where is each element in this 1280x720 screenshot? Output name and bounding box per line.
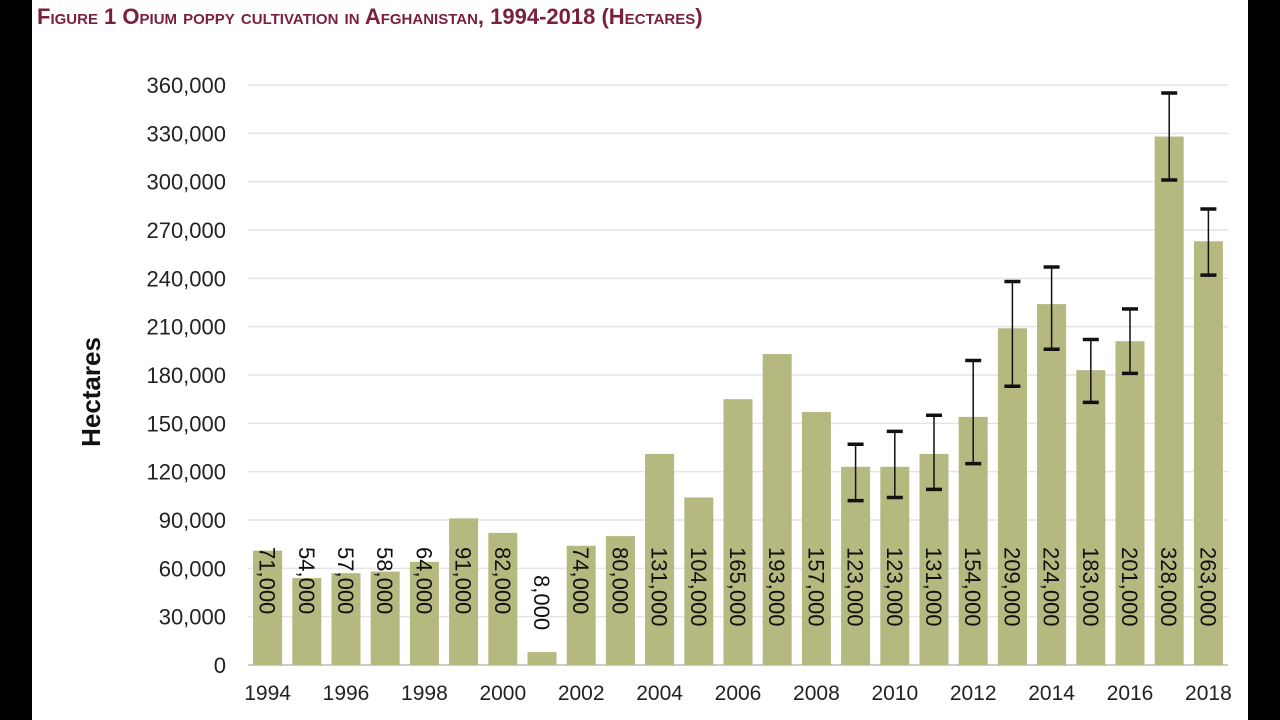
y-tick-label: 60,000: [159, 556, 226, 581]
bar-2016: [1115, 341, 1145, 665]
bar-1998: [409, 561, 439, 665]
bar-2015: [1076, 370, 1106, 665]
bar-1999: [449, 518, 479, 665]
y-tick-label: 150,000: [146, 411, 226, 436]
bar-2006: [723, 399, 753, 665]
x-tick-label: 2018: [1185, 682, 1232, 705]
data-label-2009: 123,000: [843, 547, 868, 627]
data-label-2017: 328,000: [1156, 547, 1181, 627]
data-label-2012: 154,000: [960, 547, 985, 627]
x-tick-label: 2016: [1107, 682, 1154, 705]
bar-1997: [370, 571, 400, 665]
y-axis-title: Hectares: [76, 337, 106, 447]
bar-2014: [1037, 304, 1067, 665]
y-tick-label: 180,000: [146, 363, 226, 388]
bar-2002: [566, 545, 596, 665]
data-label-1999: 91,000: [451, 547, 476, 614]
bar-2017: [1154, 136, 1184, 666]
data-label-2016: 201,000: [1117, 547, 1142, 627]
data-label-2010: 123,000: [882, 547, 907, 627]
data-label-1994: 71,000: [255, 547, 280, 614]
data-label-2018: 263,000: [1195, 547, 1220, 627]
x-tick-label: 2014: [1028, 682, 1075, 705]
x-tick-label: 1994: [244, 682, 291, 705]
y-tick-label: 90,000: [159, 508, 226, 533]
y-tick-label: 330,000: [146, 121, 226, 146]
data-label-2000: 82,000: [490, 547, 515, 614]
y-tick-label: 0: [214, 653, 226, 678]
y-tick-label: 270,000: [146, 218, 226, 243]
figure-title: Figure 1 Opium poppy cultivation in Afgh…: [37, 4, 703, 29]
x-tick-label: 2002: [558, 682, 605, 705]
bar-2005: [684, 497, 714, 665]
data-label-2013: 209,000: [999, 547, 1024, 627]
x-tick-label: 1996: [323, 682, 370, 705]
data-label-2003: 80,000: [607, 547, 632, 614]
y-tick-label: 360,000: [146, 73, 226, 98]
y-tick-label: 120,000: [146, 460, 226, 485]
bar-2007: [762, 354, 792, 665]
data-label-1998: 64,000: [411, 547, 436, 614]
data-label-2002: 74,000: [568, 547, 593, 614]
data-label-2011: 131,000: [921, 547, 946, 627]
data-label-2001: 8,000: [529, 575, 554, 630]
x-tick-label: 2010: [871, 682, 918, 705]
bar-2003: [605, 536, 635, 665]
bar-1996: [331, 573, 361, 665]
data-label-2015: 183,000: [1078, 547, 1103, 627]
bar-2004: [645, 453, 675, 665]
x-tick-label: 2004: [636, 682, 683, 705]
x-tick-label: 2000: [479, 682, 526, 705]
bar-2000: [488, 532, 518, 665]
data-label-2004: 131,000: [647, 547, 672, 627]
data-label-1997: 58,000: [372, 547, 397, 614]
data-label-2008: 157,000: [803, 547, 828, 627]
bar-1995: [292, 578, 322, 665]
data-label-2007: 193,000: [764, 547, 789, 627]
bar-2001: [527, 652, 557, 665]
x-tick-label: 2008: [793, 682, 840, 705]
bar-2018: [1193, 241, 1223, 665]
bar-1994: [253, 550, 283, 665]
y-tick-label: 210,000: [146, 315, 226, 340]
x-tick-label: 2006: [715, 682, 762, 705]
data-label-1995: 54,000: [294, 547, 319, 614]
y-tick-label: 240,000: [146, 266, 226, 291]
y-tick-label: 300,000: [146, 170, 226, 195]
data-label-2014: 224,000: [1039, 547, 1064, 627]
data-label-1996: 57,000: [333, 547, 358, 614]
data-label-2005: 104,000: [686, 547, 711, 627]
data-label-2006: 165,000: [725, 547, 750, 627]
bar-2008: [801, 412, 831, 665]
y-tick-label: 30,000: [159, 605, 226, 630]
x-tick-label: 1998: [401, 682, 448, 705]
bar-2010: [880, 466, 910, 665]
x-tick-label: 2012: [950, 682, 997, 705]
